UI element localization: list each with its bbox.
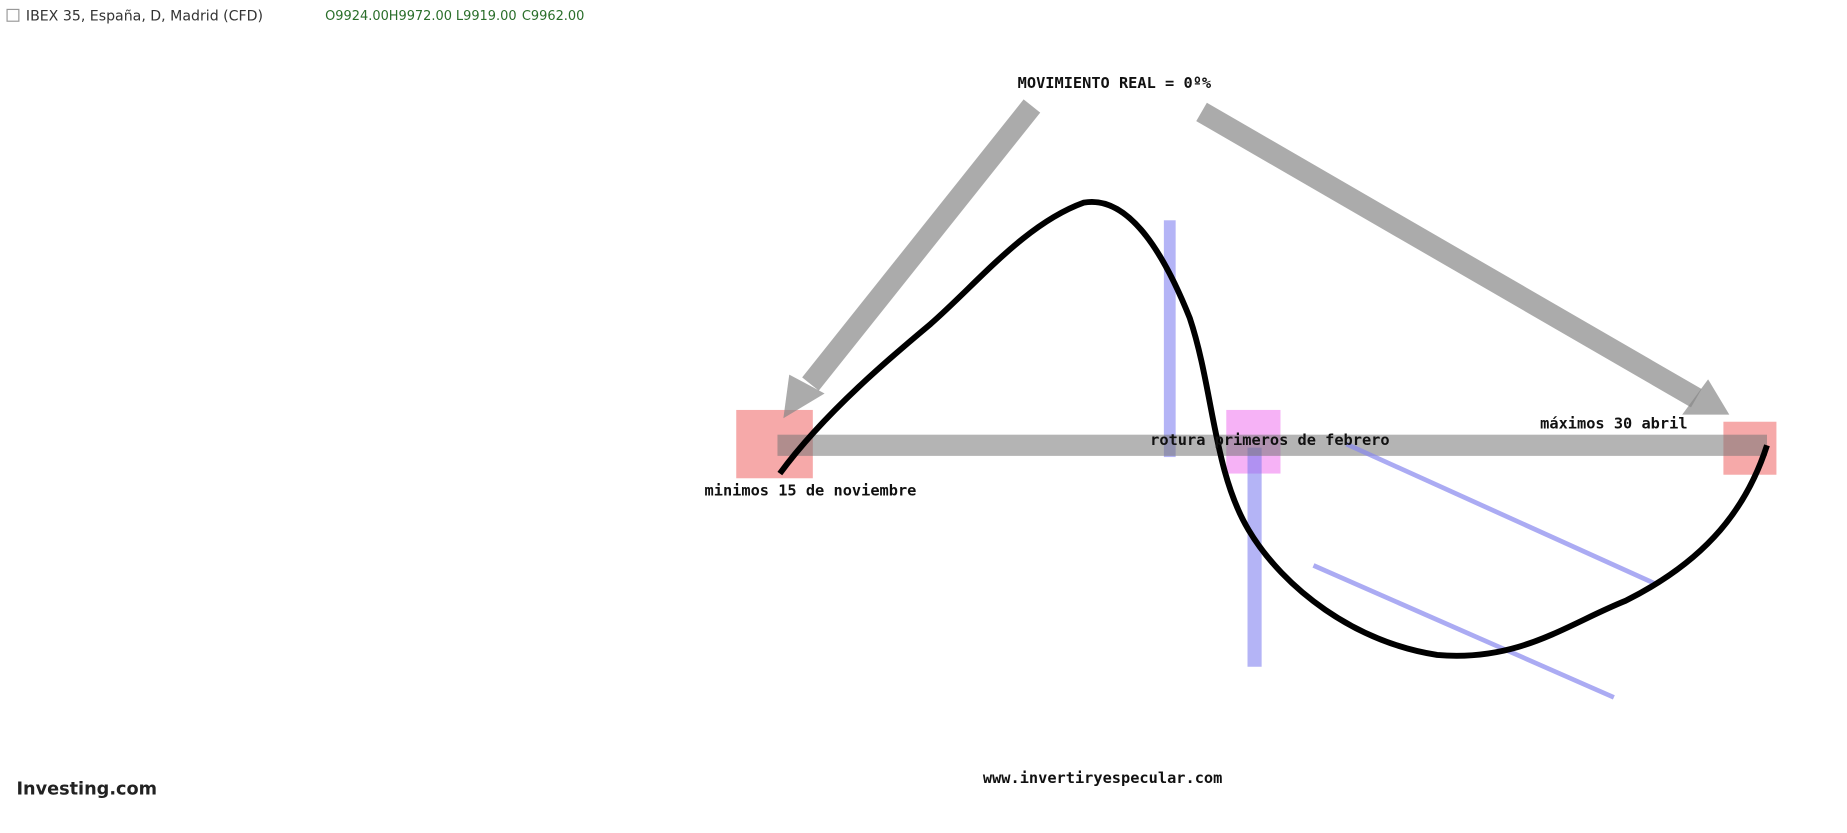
- arrow-head: [783, 374, 825, 419]
- gray-band: [777, 434, 1767, 456]
- blue-bar: [1247, 447, 1262, 667]
- annotation: minimos 15 de noviembre: [705, 482, 917, 500]
- symbol: IBEX 35, España, D, Madrid (CFD): [26, 8, 263, 24]
- annotation: MOVIMIENTO REAL = 0º%: [1018, 74, 1212, 92]
- ohlc-low: L9919.00: [456, 9, 517, 24]
- logo: Investing.com: [16, 779, 157, 799]
- ohlc-open: O9924.00: [325, 9, 389, 24]
- channel-line: [1312, 563, 1615, 700]
- arrow-head: [1682, 379, 1730, 415]
- ohlc-close: C9962.00: [522, 9, 585, 24]
- arrow: [1196, 102, 1702, 408]
- hand-drawn-curve: [777, 198, 1770, 659]
- watermark: www.invertiryespecular.com: [983, 769, 1222, 787]
- arrow: [802, 99, 1041, 391]
- collapse-icon[interactable]: [6, 8, 20, 22]
- channel-line: [1345, 441, 1655, 586]
- blue-bar: [1163, 220, 1176, 458]
- overlays: [736, 99, 1777, 700]
- annotation: rotura primeros de febrero: [1150, 431, 1389, 449]
- annotation: máximos 30 abril: [1540, 415, 1687, 433]
- ohlc-high: H9972.00: [389, 9, 452, 24]
